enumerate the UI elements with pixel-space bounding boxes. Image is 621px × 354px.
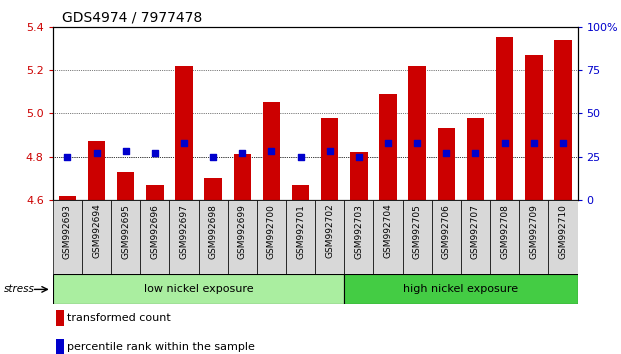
Bar xyxy=(344,200,373,274)
Bar xyxy=(344,274,578,304)
Bar xyxy=(82,200,111,274)
Point xyxy=(62,154,72,160)
Text: GSM992697: GSM992697 xyxy=(179,204,188,259)
Point xyxy=(471,150,481,156)
Point xyxy=(91,150,101,156)
Text: transformed count: transformed count xyxy=(67,313,171,324)
Text: percentile rank within the sample: percentile rank within the sample xyxy=(67,342,255,352)
Text: GSM992699: GSM992699 xyxy=(238,204,247,259)
Bar xyxy=(233,154,251,200)
Bar xyxy=(58,196,76,200)
Text: GSM992703: GSM992703 xyxy=(355,204,363,259)
Text: GSM992706: GSM992706 xyxy=(442,204,451,259)
Bar xyxy=(286,200,315,274)
Point xyxy=(150,150,160,156)
Bar xyxy=(519,200,548,274)
Text: low nickel exposure: low nickel exposure xyxy=(143,284,253,295)
Bar xyxy=(111,200,140,274)
Bar xyxy=(438,129,455,200)
Text: GSM992695: GSM992695 xyxy=(121,204,130,259)
Point xyxy=(412,140,422,145)
Bar xyxy=(292,185,309,200)
Bar xyxy=(548,200,578,274)
Bar xyxy=(88,142,106,200)
Point xyxy=(500,140,510,145)
Point xyxy=(120,149,130,154)
Point xyxy=(354,154,364,160)
Text: GSM992710: GSM992710 xyxy=(558,204,568,259)
Bar xyxy=(146,185,163,200)
Bar xyxy=(373,200,402,274)
Text: GSM992700: GSM992700 xyxy=(267,204,276,259)
Bar xyxy=(53,200,82,274)
Bar xyxy=(402,200,432,274)
Text: GSM992696: GSM992696 xyxy=(150,204,160,259)
Bar xyxy=(140,200,170,274)
Point xyxy=(237,150,247,156)
Text: GSM992702: GSM992702 xyxy=(325,204,334,258)
Text: stress: stress xyxy=(4,284,35,294)
Bar xyxy=(496,38,514,200)
Text: GSM992705: GSM992705 xyxy=(413,204,422,259)
Text: GSM992704: GSM992704 xyxy=(384,204,392,258)
Bar xyxy=(228,200,257,274)
Text: GDS4974 / 7977478: GDS4974 / 7977478 xyxy=(62,11,202,25)
Bar xyxy=(461,200,490,274)
Bar xyxy=(257,200,286,274)
Bar xyxy=(204,178,222,200)
Bar xyxy=(554,40,572,200)
Bar xyxy=(175,65,193,200)
Point xyxy=(558,140,568,145)
Point xyxy=(529,140,539,145)
Text: GSM992707: GSM992707 xyxy=(471,204,480,259)
Text: GSM992694: GSM992694 xyxy=(92,204,101,258)
Text: GSM992698: GSM992698 xyxy=(209,204,217,259)
Bar xyxy=(263,102,280,200)
Bar xyxy=(199,200,228,274)
Text: GSM992693: GSM992693 xyxy=(63,204,72,259)
Bar xyxy=(525,55,543,200)
Bar xyxy=(467,118,484,200)
Text: high nickel exposure: high nickel exposure xyxy=(404,284,519,295)
Bar xyxy=(56,339,64,354)
Bar xyxy=(379,94,397,200)
Point xyxy=(266,149,276,154)
Bar xyxy=(56,310,64,326)
Text: GSM992709: GSM992709 xyxy=(529,204,538,259)
Bar xyxy=(350,152,368,200)
Text: GSM992701: GSM992701 xyxy=(296,204,305,259)
Bar xyxy=(409,65,426,200)
Bar xyxy=(117,172,134,200)
Bar xyxy=(315,200,344,274)
Point xyxy=(208,154,218,160)
Text: GSM992708: GSM992708 xyxy=(500,204,509,259)
Bar xyxy=(490,200,519,274)
Point xyxy=(442,150,451,156)
Bar xyxy=(170,200,199,274)
Point xyxy=(325,149,335,154)
Bar xyxy=(53,274,344,304)
Point xyxy=(383,140,393,145)
Point xyxy=(179,140,189,145)
Point xyxy=(296,154,306,160)
Bar xyxy=(432,200,461,274)
Bar xyxy=(321,118,338,200)
